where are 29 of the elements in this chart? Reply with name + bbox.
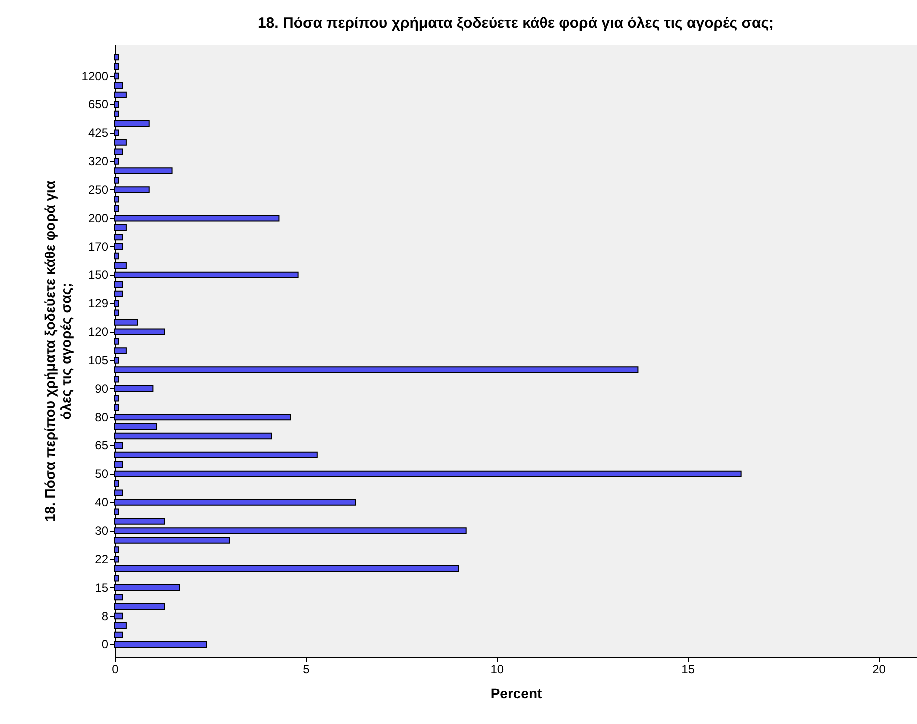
x-axis-title: Percent [490,686,543,702]
y-tick-label: 22 [95,552,109,566]
y-tick-label: 120 [88,325,109,340]
y-axis-title: 18. Πόσα περίπου χρήματα ξοδεύετε κάθε φορά για όλες τις αγορές σας; [42,180,74,522]
x-tick-label: 0 [112,662,120,676]
y-tick-label: 320 [88,154,109,169]
y-tick-label: 0 [102,638,109,652]
y-tick-label: 129 [88,296,109,311]
y-tick-label: 250 [88,182,109,197]
x-tick-label: 10 [490,662,504,676]
y-tick-label: 150 [88,268,109,282]
y-tick-label: 65 [95,438,109,453]
y-tick-label: 80 [95,410,109,424]
y-tick-label: 40 [95,496,109,510]
y-tick-label: 170 [88,240,109,254]
y-tick-label: 8 [102,609,109,624]
y-tick-label: 50 [95,467,109,482]
x-tick-label: 15 [682,662,696,676]
y-tick-label: 200 [88,211,109,226]
x-tick-label: 20 [872,662,886,676]
chart-title: 18. Πόσα περίπου χρήματα ξοδεύετε κάθε φορά για όλες τις αγορές σας; [258,15,774,32]
y-tick-label: 90 [95,382,109,396]
y-tick-label: 650 [88,98,109,112]
y-tick-label: 425 [88,126,109,140]
y-tick-label: 30 [95,524,109,538]
y-tick-label: 15 [95,580,109,595]
y-tick-label: 1200 [82,69,109,84]
x-tick-label: 5 [303,662,310,676]
y-tick-label: 105 [88,353,109,368]
